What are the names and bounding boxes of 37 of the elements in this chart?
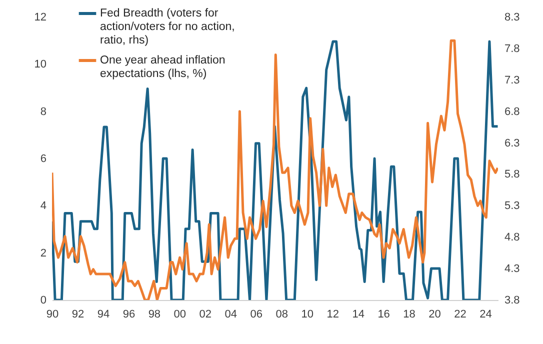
y-tick-label: 10 xyxy=(34,58,46,71)
x-tick-label: 00 xyxy=(174,308,186,320)
x-tick-label: 18 xyxy=(403,308,416,320)
x-tick-label: 08 xyxy=(276,308,288,320)
y2-tick-label: 7.3 xyxy=(504,74,520,86)
x-tick-label: 90 xyxy=(46,308,59,320)
x-tick-label: 24 xyxy=(480,308,492,320)
y-tick-label: 2 xyxy=(40,247,46,260)
y2-tick-label: 6.8 xyxy=(504,106,520,118)
y-tick-label: 0 xyxy=(40,294,46,306)
x-tick-label: 04 xyxy=(224,308,238,320)
y-tick-label: 4 xyxy=(40,200,46,212)
y-tick-label: 12 xyxy=(34,12,46,24)
y2-tick-label: 8.3 xyxy=(504,12,520,24)
x-tick-label: 02 xyxy=(199,308,212,320)
y2-tick-label: 5.8 xyxy=(504,168,520,181)
x-tick-label: 98 xyxy=(148,308,161,320)
x-tick-label: 96 xyxy=(122,308,136,320)
x-tick-label: 20 xyxy=(428,308,441,320)
x-tick-label: 94 xyxy=(97,308,110,320)
x-tick-label: 16 xyxy=(378,308,390,320)
x-tick-label: 10 xyxy=(301,308,314,320)
y2-tick-label: 6.3 xyxy=(504,137,520,150)
y2-tick-label: 3.8 xyxy=(504,294,520,306)
x-tick-label: 22 xyxy=(454,308,466,320)
y2-tick-label: 4.3 xyxy=(504,263,520,276)
y-tick-label: 6 xyxy=(40,153,46,165)
y-tick-label: 8 xyxy=(40,106,46,118)
x-tick-label: 06 xyxy=(250,308,263,320)
x-tick-label: 14 xyxy=(352,308,364,320)
x-tick-label: 92 xyxy=(72,308,84,320)
legend-label: Fed Breadth (voters for action/voters for no action, ratio, rhs) xyxy=(100,8,235,46)
y2-tick-label: 7.8 xyxy=(504,42,520,55)
x-tick-label: 12 xyxy=(326,308,339,320)
y2-tick-label: 5.3 xyxy=(504,200,520,212)
y2-tick-label: 4.8 xyxy=(504,232,520,244)
legend-label: One year ahead inflation expectations (lhs, %) xyxy=(100,54,226,80)
